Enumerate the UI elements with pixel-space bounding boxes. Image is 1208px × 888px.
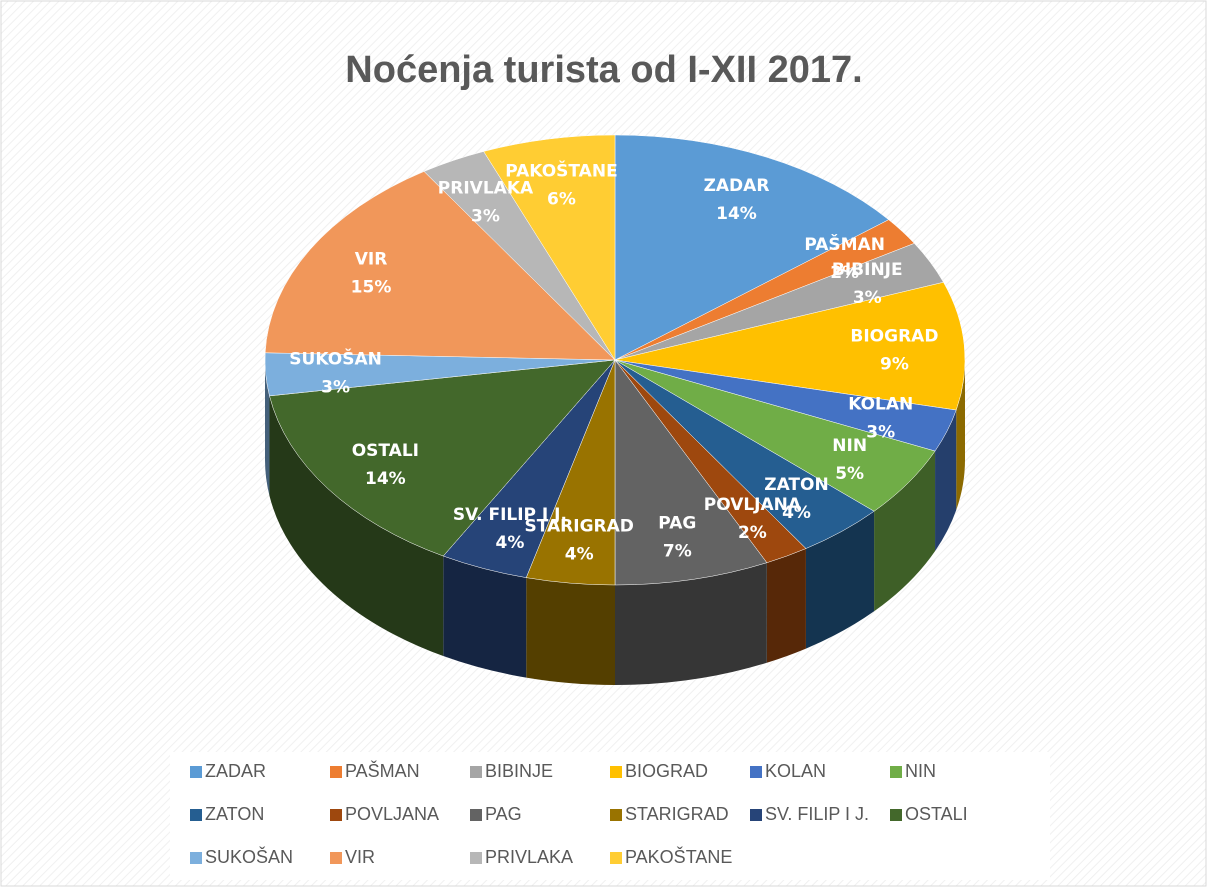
chart-title: Noćenja turista od I-XII 2017. <box>345 49 862 91</box>
data-label-name: ZADAR <box>704 176 770 196</box>
legend-swatch <box>190 766 202 778</box>
data-label-name: BIBINJE <box>832 260 903 280</box>
legend-label: NIN <box>905 761 936 781</box>
legend-label: VIR <box>345 847 375 867</box>
data-label-value: 2% <box>738 523 767 543</box>
legend-swatch <box>610 852 622 864</box>
data-label-value: 2% <box>830 263 859 283</box>
data-label-name: BIOGRAD <box>850 326 938 346</box>
data-label-name: NIN <box>832 436 867 456</box>
data-label-value: 14% <box>716 204 757 224</box>
legend-swatch <box>890 809 902 821</box>
legend-swatch <box>890 766 902 778</box>
slice-side <box>805 511 875 649</box>
data-label-name: SV. FILIP I J. <box>453 505 567 525</box>
data-label-value: 15% <box>351 278 392 298</box>
slice <box>614 282 966 411</box>
slice-side <box>615 562 767 685</box>
slice-side <box>265 360 270 496</box>
data-label-name: ZATON <box>764 475 828 495</box>
data-label-value: 4% <box>782 503 811 523</box>
data-label-name: PRIVLAKA <box>438 178 534 198</box>
data-label-name: KOLAN <box>848 395 913 415</box>
legend-label: PRIVLAKA <box>485 847 573 867</box>
legend-swatch <box>470 809 482 821</box>
legend-label: POVLJANA <box>345 804 439 824</box>
data-label-value: 9% <box>880 354 909 374</box>
data-label-value: 6% <box>547 189 576 209</box>
data-label-value: 3% <box>471 206 500 226</box>
legend-swatch <box>750 766 762 778</box>
legend-swatch <box>750 809 762 821</box>
slice-side <box>269 395 444 657</box>
slice <box>269 359 616 557</box>
data-label-value: 3% <box>866 423 895 443</box>
data-label-name: SUKOŠAN <box>289 348 382 370</box>
legend-swatch <box>330 852 342 864</box>
slice-side <box>443 556 527 678</box>
data-label-name: PAG <box>658 513 696 533</box>
data-label-value: 14% <box>365 469 406 489</box>
legend-swatch <box>190 852 202 864</box>
legend-swatch <box>330 809 342 821</box>
data-label-value: 3% <box>853 288 882 308</box>
legend-swatch <box>190 809 202 821</box>
legend-swatch <box>610 809 622 821</box>
legend-swatch <box>330 766 342 778</box>
legend-label: PAKOŠTANE <box>625 846 732 867</box>
slice <box>483 134 616 361</box>
data-label-name: PAŠMAN <box>804 233 885 255</box>
legend-label: BIBINJE <box>485 761 553 781</box>
legend-label: SV. FILIP I J. <box>765 804 869 824</box>
slice <box>614 134 890 361</box>
legend-label: ZATON <box>205 804 264 824</box>
data-label-name: VIR <box>355 250 388 270</box>
slice-side <box>956 360 965 511</box>
slice-side <box>526 577 615 685</box>
slice <box>264 171 616 361</box>
slice-side <box>766 548 806 663</box>
legend-swatch <box>470 766 482 778</box>
legend-label: OSTALI <box>905 804 968 824</box>
legend-label: ZADAR <box>205 761 266 781</box>
legend-label: PAG <box>485 804 522 824</box>
slice-side <box>874 451 936 612</box>
data-label-value: 5% <box>835 464 864 484</box>
legend-label: PAŠMAN <box>345 760 420 781</box>
legend-label: SUKOŠAN <box>205 846 293 867</box>
data-label-value: 7% <box>663 541 692 561</box>
data-label-name: OSTALI <box>352 441 419 461</box>
data-label-name: STARIGRAD <box>524 517 633 537</box>
data-label-value: 4% <box>495 533 524 553</box>
legend-label: BIOGRAD <box>625 761 708 781</box>
legend-label: STARIGRAD <box>625 804 729 824</box>
legend-label: KOLAN <box>765 761 826 781</box>
slice-side <box>935 410 957 552</box>
data-label-name: PAKOŠTANE <box>505 159 617 181</box>
legend-swatch <box>470 852 482 864</box>
legend-swatch <box>610 766 622 778</box>
data-label-name: POVLJANA <box>704 495 802 515</box>
data-label-value: 3% <box>321 378 350 398</box>
slice <box>614 359 768 586</box>
data-label-value: 4% <box>565 545 594 565</box>
